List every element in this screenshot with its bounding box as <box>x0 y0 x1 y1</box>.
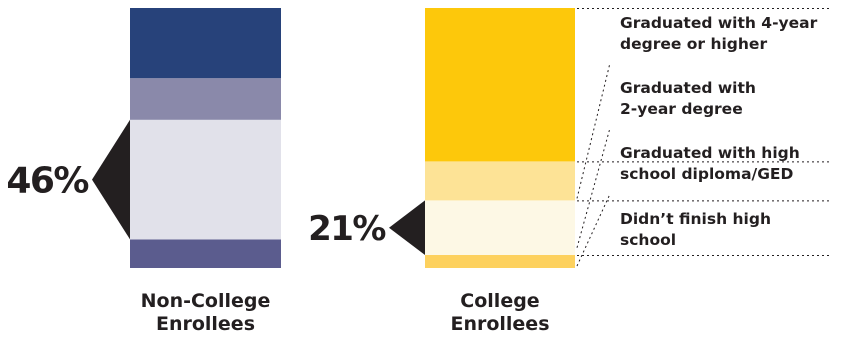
bar-segment <box>130 78 281 120</box>
leader-connector <box>576 62 611 199</box>
category-label: Enrollees <box>450 313 549 335</box>
bar-segment <box>130 239 281 268</box>
bar-segment <box>425 255 575 268</box>
callout-arrow <box>389 200 425 255</box>
bar-segment <box>425 200 575 255</box>
category-label: Non-College <box>141 290 271 312</box>
leader-connector <box>576 193 611 267</box>
legend-label: Graduated with high <box>620 144 800 162</box>
legend-label: Graduated with 4-year <box>620 14 818 32</box>
percent-label: 21% <box>308 209 385 249</box>
legend-label: Didn’t finish high <box>620 210 771 228</box>
leader-connector <box>576 127 611 248</box>
legend-label: school diploma/GED <box>620 165 794 183</box>
legend-label: Graduated with <box>620 79 756 97</box>
category-label: Enrollees <box>156 313 255 335</box>
percent-label: 46% <box>6 161 88 202</box>
bar-segment <box>425 161 575 201</box>
bar-segment <box>425 8 575 162</box>
legend-label: 2-year degree <box>620 100 743 118</box>
legend-label: school <box>620 231 676 249</box>
category-label: College <box>460 290 539 312</box>
legend-label: degree or higher <box>620 35 767 53</box>
bar-segment <box>130 8 281 79</box>
callout-arrow <box>92 119 130 240</box>
bar-segment <box>130 119 281 240</box>
